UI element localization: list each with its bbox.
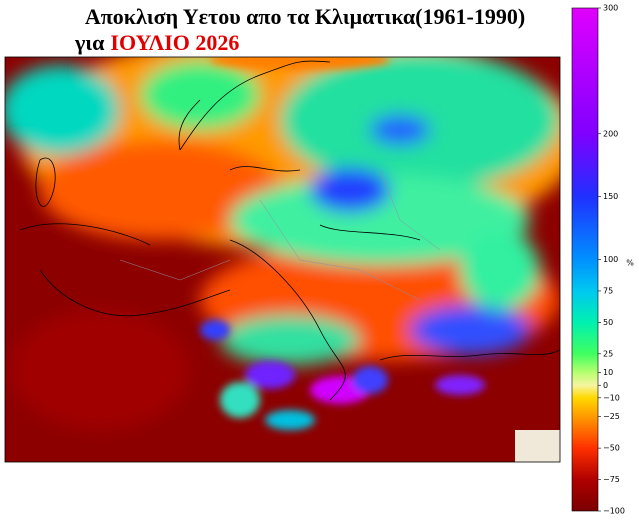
colorbar-tick-label: 50 bbox=[603, 318, 613, 327]
map-frame bbox=[4, 56, 561, 463]
title-highlight: ΙΟΥΛΙΟ 2026 bbox=[110, 30, 239, 55]
colorbar bbox=[571, 7, 599, 512]
colorbar-tick-label: 200 bbox=[603, 129, 618, 138]
colorbar-tick-label: −25 bbox=[603, 412, 620, 421]
colorbar-tick-label: 300 bbox=[603, 4, 618, 13]
colorbar-tick-label: 150 bbox=[603, 192, 618, 201]
title-line1: Αποκλιση Υετου απο τα Κλιματικα(1961-199… bbox=[85, 4, 525, 29]
colorbar-tick-label: −100 bbox=[603, 507, 625, 516]
colorbar-tick-label: 10 bbox=[603, 368, 613, 377]
colorbar-unit: % bbox=[626, 259, 634, 268]
colorbar-tick-label: 0 bbox=[603, 381, 608, 390]
title-line2: για ΙΟΥΛΙΟ 2026 bbox=[74, 30, 239, 55]
colorbar-tick-label: −50 bbox=[603, 444, 620, 453]
colorbar-tick-label: 75 bbox=[603, 286, 613, 295]
colorbar-tick-label: 100 bbox=[603, 255, 618, 264]
map bbox=[5, 57, 560, 462]
colorbar-tick-label: −10 bbox=[603, 393, 620, 402]
title-prefix: για bbox=[74, 30, 105, 55]
colorbar-tick-label: −75 bbox=[603, 475, 620, 484]
colorbar-tick-label: 25 bbox=[603, 349, 613, 358]
